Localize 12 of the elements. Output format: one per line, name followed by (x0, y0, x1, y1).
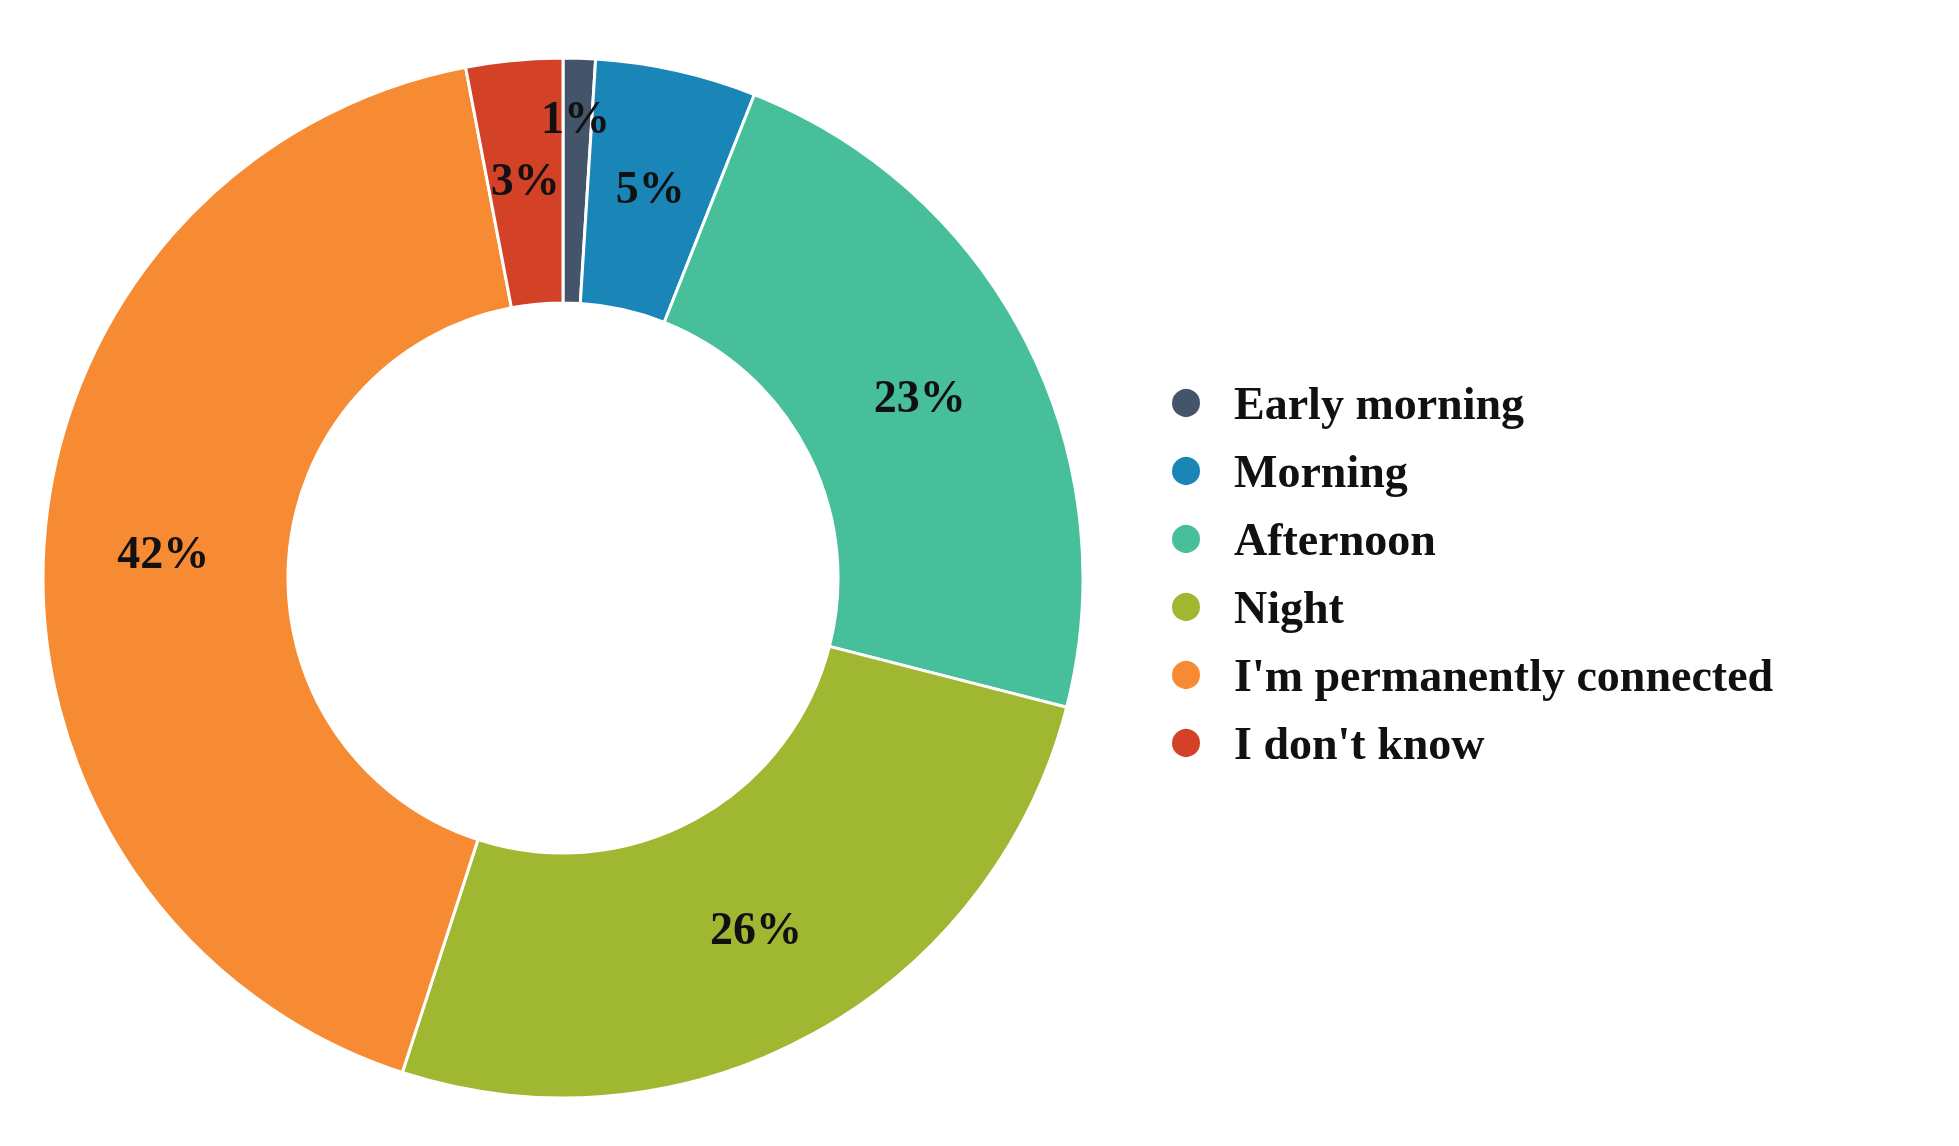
legend-label: Early morning (1234, 377, 1525, 429)
data-label: 1% (541, 92, 611, 144)
data-label: 42% (117, 527, 210, 579)
legend-label: I don't know (1234, 717, 1485, 769)
legend-label: Afternoon (1234, 513, 1436, 565)
data-label: 23% (873, 370, 966, 422)
legend-label: Night (1234, 581, 1345, 633)
data-label: 5% (615, 161, 685, 213)
data-label: 26% (709, 903, 802, 955)
data-label: 3% (490, 153, 560, 205)
legend-label: I'm permanently connected (1234, 649, 1774, 701)
legend-label: Morning (1234, 445, 1408, 497)
